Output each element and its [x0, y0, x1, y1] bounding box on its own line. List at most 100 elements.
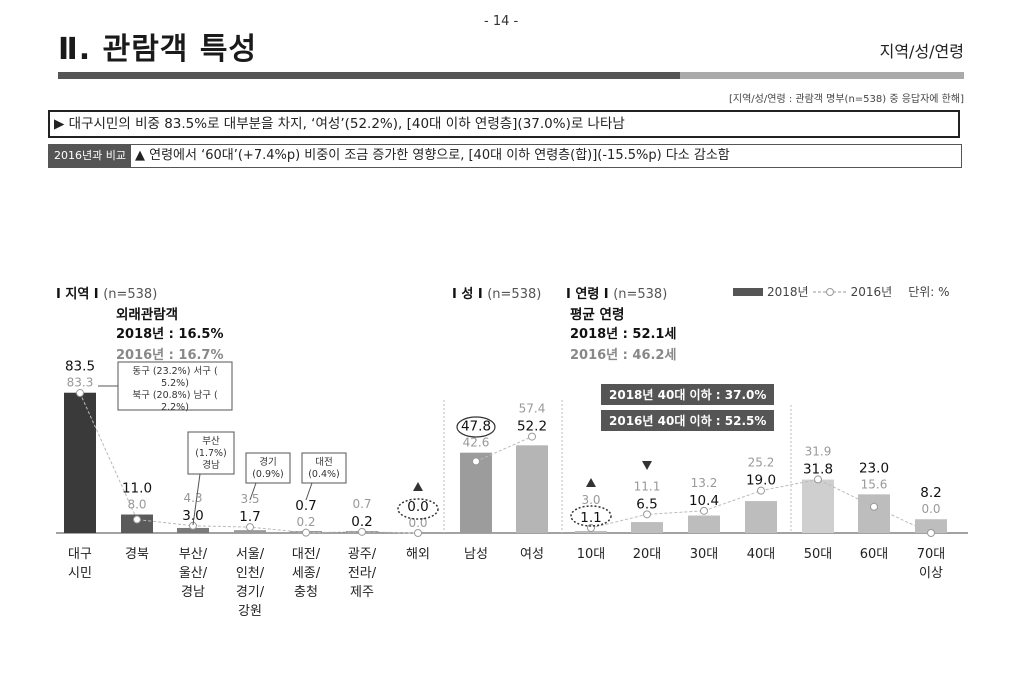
region-label-2018-3: 1.7	[239, 509, 260, 525]
callout-daegu-frame	[117, 361, 233, 411]
age-label-2016-4: 31.9	[805, 444, 832, 458]
summary-box: ▶ 대구시민의 비중 83.5%로 대부분을 차지, ‘여성’(52.2%), …	[48, 110, 960, 138]
age-note-title: 평균 연령	[570, 307, 625, 323]
region-note-title: 외래관람객	[116, 307, 179, 323]
compare-box: 2016년과 비교 ▲ 연령에서 ‘60대’(+7.4%p) 비중이 조금 증가한…	[48, 144, 962, 168]
age-note-2018: 2018년 : 52.1세	[570, 327, 677, 342]
callout-daejeon: 대전(0.4%)	[301, 452, 347, 501]
callout-daejeon-tail	[305, 482, 313, 501]
highlight-male-ellipse	[456, 416, 496, 438]
region-bar-2018-0	[64, 392, 96, 533]
gender-line-2016	[475, 436, 533, 462]
region-category-label-3-2: 경기/	[236, 585, 265, 600]
region-label: I 지역 I	[56, 287, 99, 302]
callout-gyeonggi-tail	[249, 482, 257, 501]
age-label-2016-0: 3.0	[581, 493, 600, 507]
region-category-label-4-2: 충청	[294, 585, 318, 600]
age-category-label-6-0: 70대	[917, 547, 946, 562]
region-label-2018-4: 0.7	[295, 498, 316, 514]
age-label-2018-0: 1.1	[580, 510, 601, 526]
gender-label-2016-0: 42.6	[463, 436, 490, 450]
age-label-2016-6: 0.0	[921, 502, 940, 516]
age-label-2016-1: 11.1	[634, 479, 661, 493]
age-box-2018: 2018년 40대 이하 : 37.0%	[601, 384, 775, 405]
region-category-label-5-2: 제주	[350, 585, 374, 600]
region-label-2016-5: 0.7	[352, 497, 371, 511]
title-rule-light	[680, 72, 964, 79]
callout-busan-line-0: 부산	[202, 436, 220, 447]
age-point-2016-4	[814, 475, 822, 484]
callout-daejeon-frame	[301, 452, 347, 484]
age-box-2016: 2016년 40대 이하 : 52.5%	[601, 410, 775, 431]
region-note-2016: 2016년 : 16.7%	[116, 348, 224, 363]
callout-gyeonggi: 경기(0.9%)	[245, 452, 291, 501]
title-rule-dark	[58, 72, 680, 79]
region-bar-2018-2	[177, 527, 209, 533]
region-label-2016-4: 0.2	[296, 515, 315, 529]
legend-label-2018: 2018년	[767, 285, 809, 299]
page-title: Ⅱ. 관람객 특성	[58, 32, 258, 67]
region-category-label-1-0: 경북	[125, 547, 149, 562]
region-n: (n=538)	[103, 287, 158, 302]
summary-text: ▶ 대구시민의 비중 83.5%로 대부분을 차지, ‘여성’(52.2%), …	[54, 116, 625, 132]
region-label-2018-1: 11.0	[122, 481, 152, 497]
callout-daejeon-line-1: (0.4%)	[308, 469, 340, 480]
region-point-2016-0	[76, 389, 84, 398]
age-category-label-5-0: 60대	[860, 547, 889, 562]
region-label-2018-6: 0.0	[407, 499, 428, 515]
age-category-label-6-1: 이상	[919, 566, 943, 581]
region-label-2016-1: 8.0	[127, 498, 146, 512]
age-category-label-2-0: 30대	[690, 547, 719, 562]
gender-panel-label: I 성 I (n=538)	[452, 283, 541, 302]
age-label-2018-3: 19.0	[746, 473, 776, 489]
age-point-2016-2	[700, 506, 708, 515]
region-category-label-3-0: 서울/	[236, 547, 265, 562]
legend: 2018년 2016년 단위: %	[733, 283, 950, 300]
callout-daegu-line-2: 북구 (20.8%) 남구 (	[132, 390, 217, 401]
age-label-2018-1: 6.5	[636, 496, 657, 512]
age-category-label-0-0: 10대	[577, 547, 606, 562]
callout-busan-line-1: (1.7%)	[195, 448, 227, 459]
region-label-2018-2: 3.0	[182, 508, 203, 524]
callout-gyeonggi-line-1: (0.9%)	[252, 469, 284, 480]
region-category-label-6-0: 해외	[406, 547, 430, 562]
age-point-2016-1	[643, 510, 651, 519]
region-category-label-3-3: 강원	[238, 604, 262, 619]
callout-daegu-line-0: 동구 (23.2%) 서구 (	[132, 366, 217, 377]
gender-category-label-0-0: 남성	[464, 547, 488, 562]
callout-daejeon-line-0: 대전	[315, 457, 332, 468]
compare-text: ▲ 연령에서 ‘60대’(+7.4%p) 비중이 조금 증가한 영향으로, [4…	[134, 148, 730, 163]
age-label-2018-6: 8.2	[920, 485, 941, 501]
age-category-label-3-0: 40대	[747, 547, 776, 562]
region-category-label-5-0: 광주/	[348, 547, 377, 562]
region-point-2016-4	[302, 528, 310, 537]
age-category-label-4-0: 50대	[804, 547, 833, 562]
callout-daegu-line-3: 2.2%)	[161, 402, 189, 413]
region-category-label-3-1: 인천/	[236, 566, 265, 581]
age-point-2016-6	[927, 529, 935, 537]
callout-daegu: 동구 (23.2%) 서구 (5.2%)북구 (20.8%) 남구 (2.2%)	[98, 361, 233, 413]
region-note-2018: 2018년 : 16.5%	[116, 327, 224, 342]
gender-category-label-1-0: 여성	[520, 547, 544, 562]
callout-gyeonggi-frame	[245, 452, 291, 484]
source-note: [지역/성/연령 : 관람객 명부(n=538) 중 응답자에 한해]	[729, 94, 964, 105]
decrease-arrow-20s-icon	[642, 461, 652, 470]
region-category-label-0-1: 시민	[68, 566, 92, 581]
region-label-2018-5: 0.2	[351, 514, 372, 530]
age-n: (n=538)	[613, 287, 668, 302]
gender-n: (n=538)	[487, 287, 542, 302]
region-category-label-0-0: 대구	[68, 547, 92, 562]
age-bar-2018-4	[802, 479, 834, 533]
region-point-2016-6	[414, 529, 422, 537]
page-number: - 14 -	[484, 14, 519, 29]
compare-badge: 2016년과 비교	[49, 145, 131, 167]
legend-swatch-2018	[733, 287, 763, 296]
region-point-2016-3	[246, 523, 254, 532]
region-category-label-4-0: 대전/	[292, 547, 321, 562]
region-category-label-2-2: 경남	[181, 585, 205, 600]
age-label-2016-5: 15.6	[861, 477, 888, 491]
region-bar-2018-1	[121, 514, 153, 533]
age-bar-2018-3	[745, 501, 777, 533]
age-bar-2018-5	[858, 494, 890, 533]
